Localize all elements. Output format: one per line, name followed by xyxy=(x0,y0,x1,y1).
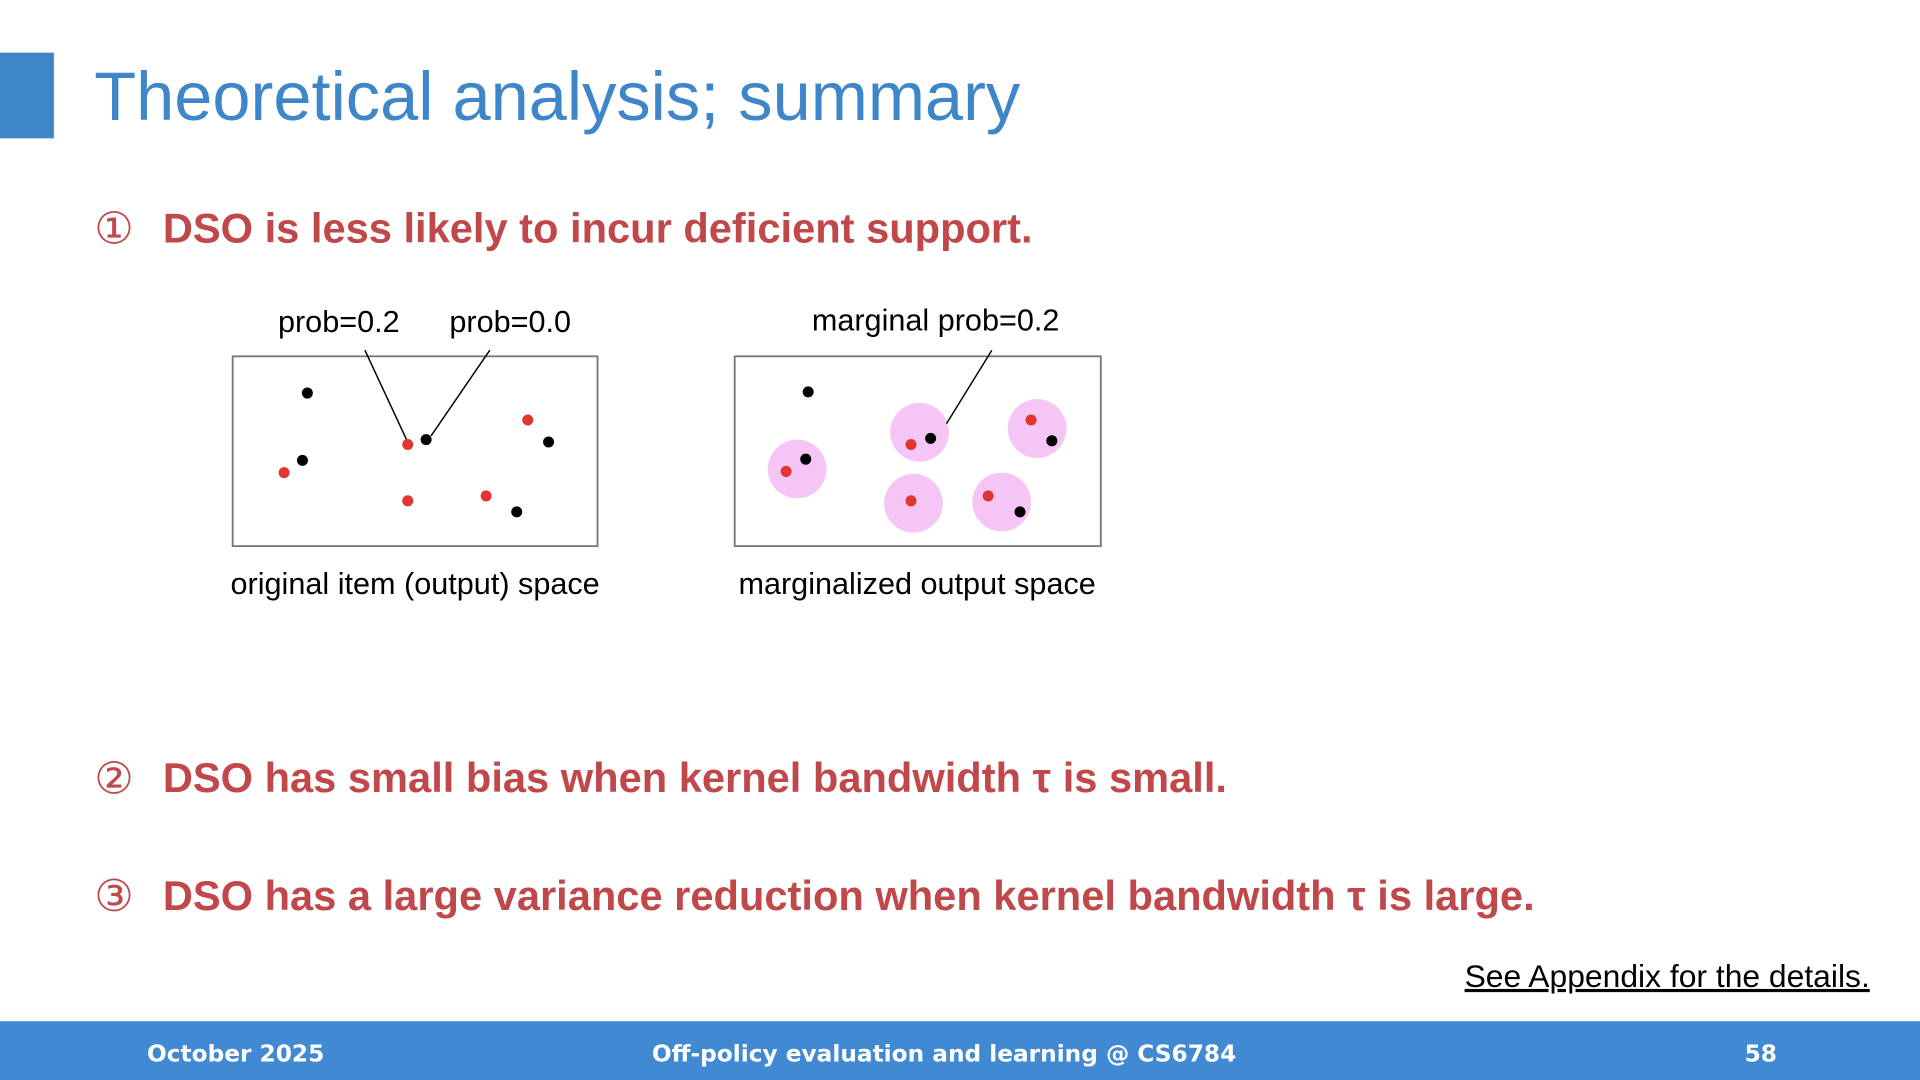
item-dot xyxy=(511,506,523,518)
point-marker: ② xyxy=(94,753,134,804)
footer-page: 58 xyxy=(1745,1041,1777,1068)
item-dot xyxy=(905,438,917,450)
item-dot xyxy=(522,414,534,426)
point-text: DSO has a large variance reduction when … xyxy=(163,872,1535,919)
kernel-region xyxy=(1007,399,1067,458)
space-box xyxy=(231,355,599,548)
diagram-caption: marginalized output space xyxy=(738,567,1095,601)
diagram-label: prob=0.0 xyxy=(449,305,571,339)
item-dot xyxy=(402,495,414,507)
diagram-label: marginal prob=0.2 xyxy=(812,304,1060,338)
kernel-region xyxy=(767,439,827,499)
pointer-line xyxy=(364,349,408,440)
item-dot xyxy=(802,386,814,398)
diagram-caption: original item (output) space xyxy=(231,567,600,601)
diagram-label: prob=0.2 xyxy=(278,305,400,339)
pointer-line xyxy=(945,349,993,425)
diagram: prob=0.2 prob=0.0 marginal prob=0.2 orig… xyxy=(231,304,1102,601)
item-dot xyxy=(296,454,308,466)
item-dot xyxy=(420,434,432,446)
point-text: DSO has small bias when kernel bandwidth… xyxy=(163,754,1227,801)
footer-bar xyxy=(0,1021,1920,1080)
space-box xyxy=(733,355,1102,548)
item-dot xyxy=(278,467,290,479)
title-accent xyxy=(0,52,54,139)
item-dot xyxy=(905,495,917,507)
footer-date: October 2025 xyxy=(147,1041,324,1068)
item-dot xyxy=(1014,506,1026,518)
item-dot xyxy=(780,465,792,477)
item-dot xyxy=(1025,414,1037,426)
item-dot xyxy=(982,490,994,502)
point-marker: ① xyxy=(94,204,134,255)
appendix-note: See Appendix for the details. xyxy=(1465,958,1870,994)
item-dot xyxy=(925,432,937,444)
item-dot xyxy=(543,436,555,448)
footer-course: Off-policy evaluation and learning @ CS6… xyxy=(652,1041,1236,1068)
kernel-region xyxy=(890,402,949,462)
point-text: DSO is less likely to incur deficient su… xyxy=(163,204,1033,251)
title: Theoretical analysis; summary xyxy=(94,58,1021,135)
pointer-line xyxy=(430,349,491,437)
item-dot xyxy=(800,453,812,465)
kernel-region xyxy=(972,472,1032,532)
item-dot xyxy=(1046,435,1058,447)
item-dot xyxy=(480,490,492,502)
item-dot xyxy=(301,387,313,399)
item-dot xyxy=(402,438,414,450)
point-marker: ③ xyxy=(94,871,134,922)
